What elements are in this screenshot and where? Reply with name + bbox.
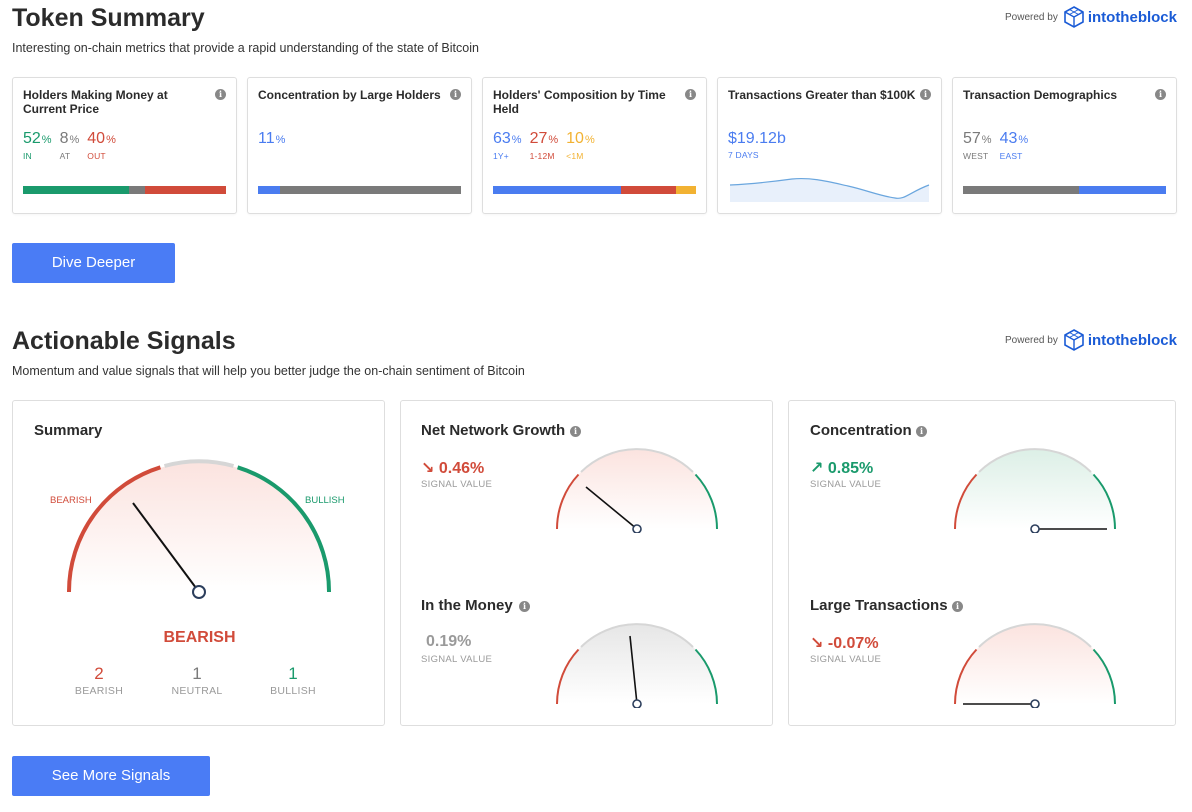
signal-sub: SIGNAL VALUE [421,479,493,490]
info-icon[interactable]: i [570,426,581,437]
card-large-transactions: Transactions Greater than $100K i $19.12… [717,77,942,214]
card-holders-composition: Holders' Composition by Time Held i 63% … [482,77,707,214]
bar-segment-1-12m [620,186,676,194]
summary-gauge [66,459,332,599]
powered-by-itb-1[interactable]: Powered by intotheblock [1005,6,1177,28]
itb-cube-icon [1064,329,1084,351]
signals-card-middle: Net Network Growth i ↘ 0.46% SIGNAL VALU… [400,400,773,726]
info-icon[interactable]: i [920,89,931,100]
info-icon[interactable]: i [916,426,927,437]
count-bullish-value: 1 [288,664,298,683]
token-summary-title: Token Summary [12,4,205,32]
info-icon[interactable]: i [519,601,530,612]
info-icon[interactable]: i [1155,89,1166,100]
count-bullish-label: BULLISH [270,685,316,697]
powered-by-label: Powered by [1005,334,1058,346]
metric-volume: $19.12b 7 DAYS [728,130,786,160]
summary-title: Summary [34,422,103,439]
card-concentration-large-holders: Concentration by Large Holders i 11% [247,77,472,214]
arrow-up-icon: ↗ [810,460,824,477]
metric-out: 40% OUT [87,130,116,161]
arrow-down-icon: ↘ [421,460,435,477]
holders-money-bar [23,186,226,194]
bar-segment-out [144,186,226,194]
signal-title-in-the-money: In the Money [421,597,513,614]
metric-1-12m: 27% 1-12M [529,130,559,161]
signal-sub: SIGNAL VALUE [421,654,493,665]
bar-segment-rest [280,186,461,194]
metric-1y: 63% 1Y+ [493,130,522,161]
bar-segment-west [963,186,1079,194]
transactions-sparkline [730,177,930,202]
info-icon[interactable]: i [215,89,226,100]
card-title: Transactions Greater than $100K [728,88,916,102]
demographics-bar [963,186,1166,194]
card-title: Holders Making Money at Current Price [23,88,168,116]
gauge-in-the-money [556,623,718,708]
composition-bar [493,186,696,194]
bar-segment-in [23,186,129,194]
bar-segment-lt-1m [675,186,696,194]
concentration-bar [258,186,461,194]
card-holders-making-money: Holders Making Money at Current Price i … [12,77,237,214]
signal-value-net-network-growth: ↘ 0.46% [421,460,485,477]
info-icon[interactable]: i [952,601,963,612]
itb-logo: intotheblock [1064,329,1177,351]
card-title: Concentration by Large Holders [258,88,441,102]
metric-large-holders: 11% [258,130,286,147]
count-bearish-label: BEARISH [74,685,124,697]
card-title: Transaction Demographics [963,88,1118,102]
see-more-signals-button[interactable]: See More Signals [12,756,210,796]
signal-title-concentration: Concentration [810,422,912,439]
signal-title-net-network-growth: Net Network Growth [421,422,566,439]
metric-at: 8% AT [59,130,80,161]
bar-segment-at [128,186,145,194]
bar-segment-1y [493,186,621,194]
arrow-down-icon: ↘ [810,635,824,652]
card-transaction-demographics: Transaction Demographics i 57% WEST 43% … [952,77,1177,214]
metric-west: 57% WEST [963,130,992,161]
itb-brand-text: intotheblock [1087,8,1177,26]
summary-card: Summary BEARISH BULLISH BEARISH 2 BEARIS… [12,400,385,726]
count-neutral-label: NEUTRAL [171,685,223,697]
signal-sub: SIGNAL VALUE [810,654,882,665]
powered-by-itb-2[interactable]: Powered by intotheblock [1005,329,1177,351]
metric-lt-1m: 10% <1M [566,130,595,161]
dive-deeper-button[interactable]: Dive Deeper [12,243,175,283]
count-neutral-value: 1 [192,664,202,683]
summary-verdict: BEARISH [163,629,236,646]
count-bearish-value: 2 [94,664,104,683]
gauge-concentration [954,448,1116,533]
signal-value-large-transactions: ↘ -0.07% [810,635,879,652]
signals-title: Actionable Signals [12,327,236,355]
signals-subtitle: Momentum and value signals that will hel… [12,364,525,378]
info-icon[interactable]: i [450,89,461,100]
bar-segment-east [1078,186,1166,194]
signal-sub: SIGNAL VALUE [810,479,882,490]
gauge-large-transactions [954,623,1116,708]
itb-cube-icon [1064,6,1084,28]
bar-segment-large [258,186,281,194]
gauge-bearish-label: BEARISH [50,495,92,506]
signal-value-in-the-money: 0.19% [426,633,472,650]
signals-card-right: Concentration i ↗ 0.85% SIGNAL VALUE Lar… [788,400,1176,726]
signal-value-concentration: ↗ 0.85% [810,460,874,477]
metric-east: 43% EAST [999,130,1029,161]
info-icon[interactable]: i [685,89,696,100]
gauge-bullish-label: BULLISH [305,495,345,506]
signal-title-large-transactions: Large Transactions [810,597,948,614]
itb-brand-text: intotheblock [1087,331,1177,349]
powered-by-label: Powered by [1005,11,1058,23]
token-summary-subtitle: Interesting on-chain metrics that provid… [12,41,479,55]
card-title: Holders' Composition by Time Held [493,88,666,116]
gauge-net-network-growth [556,448,718,533]
itb-logo: intotheblock [1064,6,1177,28]
metric-in: 52% IN [23,130,52,161]
